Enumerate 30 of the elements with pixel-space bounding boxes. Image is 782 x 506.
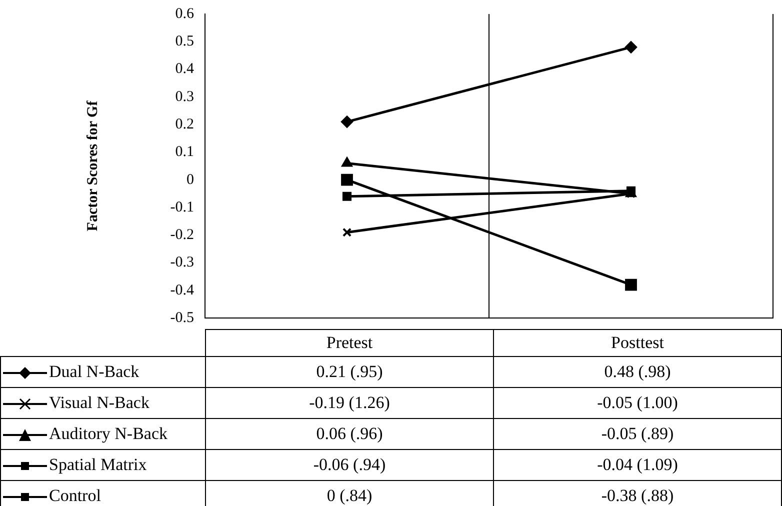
y-tick-label: -0.4 (170, 282, 194, 298)
legend-label: Auditory N-Back (49, 424, 168, 443)
data-label: -0.04 (1.09) (494, 450, 782, 480)
data-label: 0.48 (.98) (494, 356, 782, 388)
data-label: -0.38 (.88) (494, 480, 782, 506)
legend-label: Control (49, 486, 101, 505)
y-tick-label: 0.1 (175, 144, 194, 160)
y-axis-title: Factor Scores for Gf (84, 100, 101, 232)
y-tick-label: -0.5 (170, 310, 194, 326)
y-tick-label: 0.3 (175, 88, 194, 105)
legend-label: Dual N-Back (49, 362, 140, 381)
data-label: -0.06 (.94) (206, 450, 494, 480)
data-label: -0.05 (.89) (494, 418, 782, 450)
x-tick-label: Posttest (494, 330, 782, 356)
legend-label: Visual N-Back (49, 393, 150, 412)
y-tick-label: 0.2 (175, 116, 194, 132)
data-label: 0.21 (.95) (206, 356, 494, 388)
y-tick-label: 0.5 (175, 34, 194, 50)
y-tick-label: 0.6 (175, 6, 194, 22)
data-label: 0 (.84) (206, 480, 494, 506)
data-label: -0.19 (1.26) (206, 388, 494, 418)
data-label: -0.05 (1.00) (494, 388, 782, 418)
data-label: 0.06 (.96) (206, 418, 494, 450)
y-tick-label: -0.2 (170, 227, 194, 244)
y-tick-label: -0.3 (170, 254, 194, 271)
y-tick-label: 0.4 (175, 61, 194, 78)
legend-label: Spatial Matrix (49, 455, 147, 474)
y-tick-label: -0.1 (170, 199, 194, 216)
x-tick-label: Pretest (206, 330, 494, 356)
y-tick-label: 0 (186, 172, 194, 188)
